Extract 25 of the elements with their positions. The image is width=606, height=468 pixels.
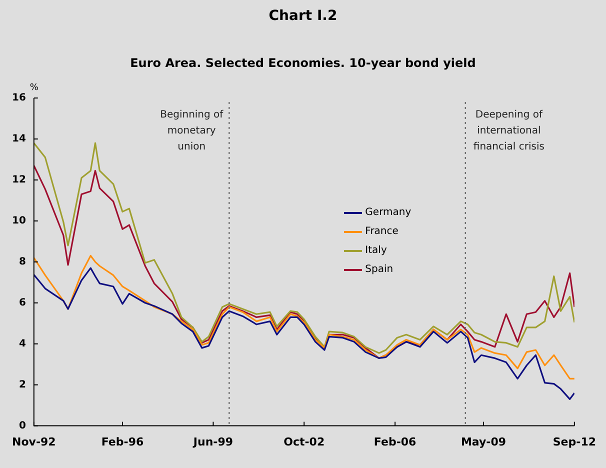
legend-label: Italy bbox=[365, 245, 387, 256]
y-tick-label: 4 bbox=[18, 338, 26, 350]
x-tick-label: Sep-12 bbox=[552, 435, 596, 448]
y-tick-label: 16 bbox=[12, 92, 26, 104]
legend-label: France bbox=[365, 226, 398, 237]
x-tick-label: Feb-96 bbox=[101, 435, 144, 448]
y-tick-label: 14 bbox=[12, 134, 26, 145]
y-tick-label: 10 bbox=[12, 216, 26, 227]
ref-line-label: Beginning of monetary union bbox=[160, 110, 224, 153]
x-tick-label: Oct-02 bbox=[284, 435, 325, 448]
y-axis-title: % bbox=[30, 82, 39, 93]
x-tick-label: May-09 bbox=[460, 435, 506, 448]
x-tick-label: Jun-99 bbox=[192, 435, 234, 448]
ref-line-label: Deepening of international financial crisis bbox=[473, 110, 544, 153]
y-tick-label: 0 bbox=[18, 420, 26, 432]
legend-label: Spain bbox=[365, 264, 394, 275]
chart-subtitle: Euro Area. Selected Economies. 10-year bond yield bbox=[129, 56, 477, 70]
y-tick-label: 8 bbox=[18, 256, 26, 268]
y-tick-label: 6 bbox=[18, 297, 26, 308]
x-tick-label: Nov-92 bbox=[12, 435, 56, 448]
x-tick-label: Feb-06 bbox=[374, 435, 417, 448]
chart-title: Chart I.2 bbox=[268, 8, 338, 24]
y-tick-label: 2 bbox=[18, 379, 26, 390]
y-tick-label: 12 bbox=[12, 174, 26, 186]
legend-label: Germany bbox=[365, 207, 412, 218]
